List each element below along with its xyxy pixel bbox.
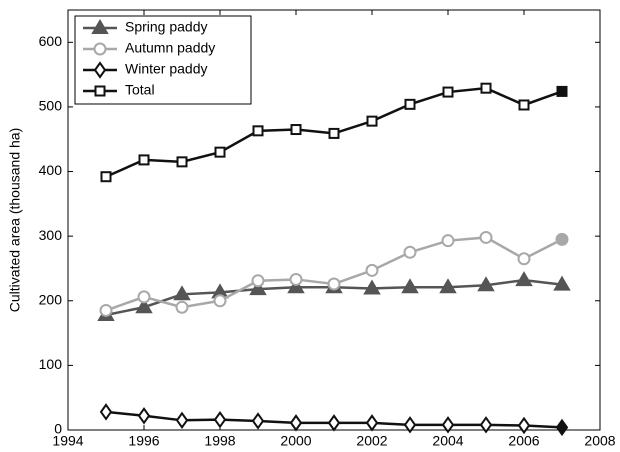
marker (555, 232, 569, 246)
legend-label: Spring paddy (125, 19, 208, 35)
marker (93, 61, 107, 79)
marker (176, 156, 188, 168)
marker (480, 82, 492, 94)
marker (99, 403, 113, 421)
marker (99, 303, 113, 317)
x-tick-label: 2006 (508, 433, 539, 449)
marker (252, 125, 264, 137)
marker (363, 279, 381, 295)
marker (175, 411, 189, 430)
marker (365, 263, 379, 277)
marker (328, 127, 340, 139)
marker (327, 414, 341, 432)
y-axis-label: Cultivated area (thousand ha) (7, 128, 23, 312)
marker (251, 412, 265, 430)
legend-label: Winter paddy (125, 61, 207, 77)
y-tick-label: 400 (39, 162, 63, 178)
marker (137, 290, 151, 304)
x-tick-label: 2008 (584, 433, 615, 449)
x-tick-label: 2000 (280, 433, 311, 449)
marker (366, 115, 378, 127)
marker (251, 274, 265, 288)
marker (477, 276, 495, 292)
marker (214, 146, 226, 158)
x-tick-label: 2002 (356, 433, 387, 449)
marker (404, 98, 416, 110)
marker (553, 275, 571, 291)
marker (439, 278, 457, 294)
marker (289, 272, 303, 286)
y-tick-label: 0 (54, 421, 62, 437)
marker (327, 277, 341, 291)
marker (249, 280, 267, 296)
marker (441, 234, 455, 248)
marker (138, 154, 150, 166)
marker (94, 85, 106, 97)
marker (175, 300, 189, 314)
marker (287, 278, 305, 294)
marker (290, 124, 302, 136)
marker (479, 416, 493, 434)
marker (441, 416, 455, 434)
marker (137, 407, 151, 425)
marker (556, 85, 568, 97)
y-tick-label: 300 (39, 227, 63, 243)
x-tick-label: 1998 (204, 433, 235, 449)
marker (518, 99, 530, 111)
marker (365, 414, 379, 432)
legend-label: Autumn paddy (125, 40, 215, 56)
x-tick-label: 1994 (52, 433, 83, 449)
y-tick-label: 600 (39, 33, 63, 49)
marker (213, 294, 227, 308)
marker (442, 86, 454, 98)
legend-label: Total (125, 82, 155, 98)
marker (401, 278, 419, 294)
marker (517, 416, 531, 435)
marker (91, 19, 109, 34)
marker (517, 252, 531, 266)
marker (289, 414, 303, 432)
marker (213, 410, 227, 429)
marker (555, 418, 569, 437)
x-tick-label: 1996 (128, 433, 159, 449)
marker (403, 245, 417, 259)
x-tick-label: 2004 (432, 433, 463, 449)
marker (93, 42, 107, 56)
marker (515, 271, 533, 287)
marker (173, 285, 191, 301)
y-tick-label: 200 (39, 291, 63, 307)
marker (135, 298, 153, 314)
marker (403, 416, 417, 434)
marker (479, 230, 493, 244)
y-tick-label: 500 (39, 98, 63, 114)
marker (100, 171, 112, 183)
y-tick-label: 100 (39, 356, 63, 372)
